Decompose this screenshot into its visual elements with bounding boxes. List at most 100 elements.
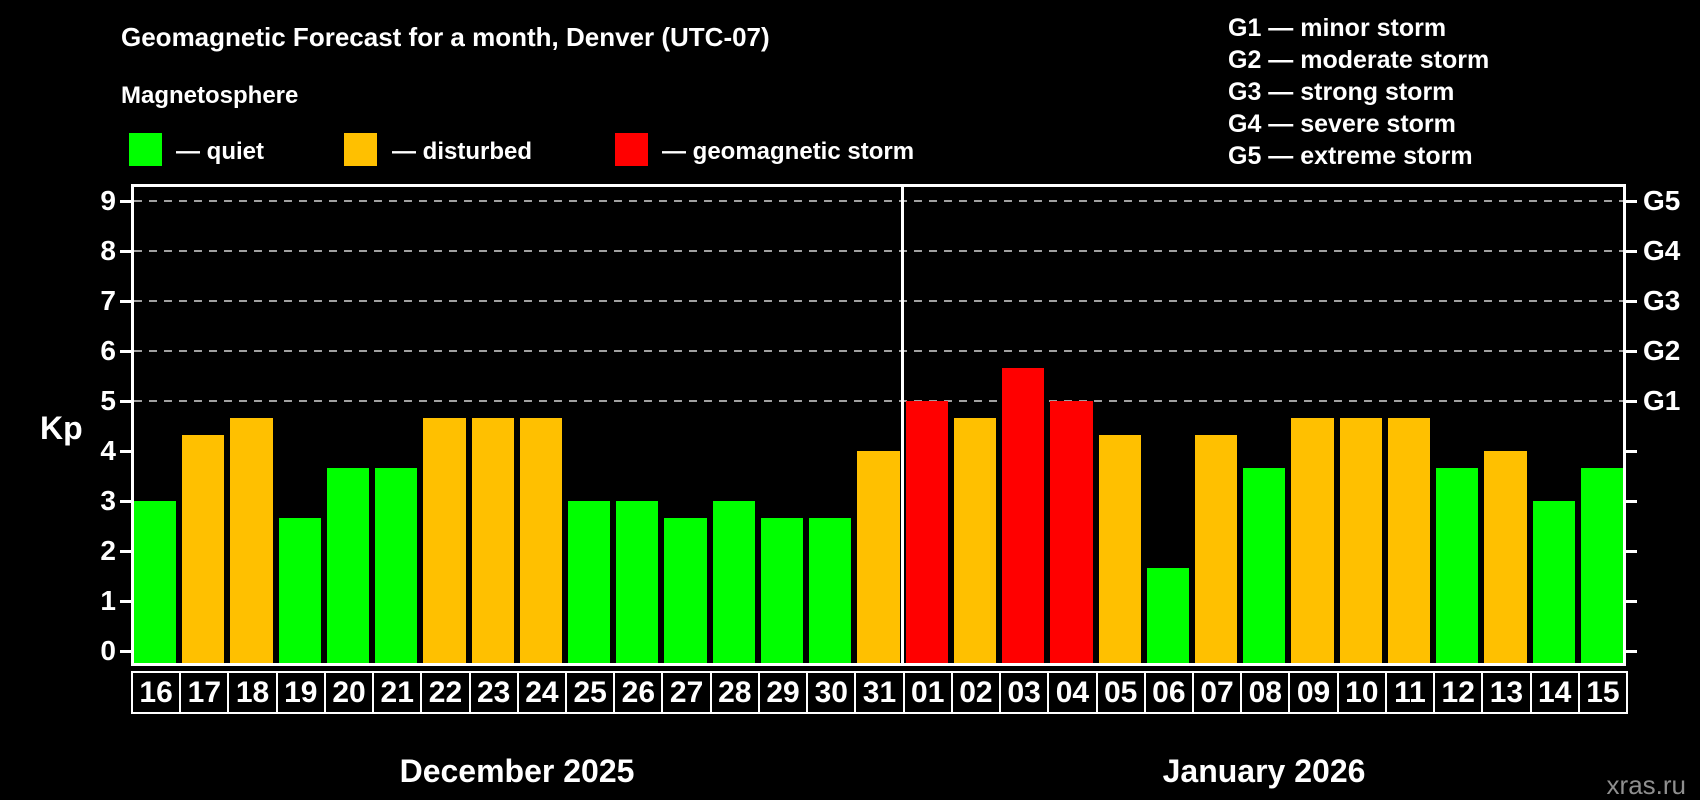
day-label-cell-01: 01 (902, 671, 953, 714)
g-level-label-g2: G2 (1643, 335, 1681, 366)
y-tick-label-5: 5 (100, 385, 116, 416)
day-label-cell-03: 03 (999, 671, 1050, 714)
g-scale-legend: G1 — minor storm G2 — moderate storm G3 … (1228, 12, 1489, 172)
kp-bar-day-31 (857, 451, 900, 663)
day-label-cell-15: 15 (1577, 671, 1628, 714)
g5-legend-line: G5 — extreme storm (1228, 142, 1473, 170)
disturbed-legend-swatch (344, 133, 377, 166)
left-axis-tick-3 (120, 500, 131, 503)
right-axis-tick-5 (1626, 400, 1637, 403)
kp-bar-day-21 (375, 467, 418, 663)
day-label-cell-14: 14 (1529, 671, 1580, 714)
y-tick-label-9: 9 (100, 185, 116, 216)
left-axis-tick-1 (120, 600, 131, 603)
watermark: xras.ru (1606, 770, 1686, 800)
y-tick-label-1: 1 (100, 585, 116, 616)
plot-area (131, 184, 1626, 666)
day-label-cell-05: 05 (1095, 671, 1146, 714)
month-label-january: January 2026 (1162, 753, 1366, 789)
day-label-cell-13: 13 (1481, 671, 1532, 714)
kp-bar-day-25 (568, 501, 611, 663)
g4-legend-line: G4 — severe storm (1228, 110, 1456, 138)
day-label-cell-04: 04 (1047, 671, 1098, 714)
g3-legend-line: G3 — strong storm (1228, 78, 1455, 106)
g-level-label-g3: G3 (1643, 285, 1681, 316)
kp-bar-day-19 (278, 517, 321, 663)
kp-bar-day-11 (1387, 417, 1431, 663)
day-label-cell-24: 24 (516, 671, 568, 714)
kp-bar-day-28 (712, 501, 755, 663)
kp-bar-day-23 (471, 417, 514, 663)
kp-bar-day-13 (1484, 451, 1527, 663)
right-axis-tick-4 (1626, 450, 1637, 453)
g1-legend-line: G1 — minor storm (1228, 14, 1447, 42)
day-label-cell-18: 18 (227, 671, 278, 714)
day-label-cell-27: 27 (661, 671, 712, 714)
kp-bar-day-27 (664, 517, 707, 663)
grid-line-g5 (134, 200, 1623, 202)
right-axis-tick-9 (1626, 200, 1637, 203)
left-axis-tick-7 (120, 300, 131, 303)
day-label-cell-08: 08 (1240, 671, 1291, 714)
left-axis-tick-5 (120, 400, 131, 403)
day-label-cell-17: 17 (179, 671, 230, 714)
g-level-label-g1: G1 (1643, 385, 1681, 416)
day-label-cell-11: 11 (1384, 671, 1436, 714)
quiet-legend-label: — quiet (176, 138, 264, 165)
month-separator-line (901, 187, 905, 663)
kp-bar-day-07 (1194, 434, 1238, 663)
y-tick-label-8: 8 (100, 235, 116, 266)
disturbed-legend-label: — disturbed (392, 138, 533, 165)
g2-legend-line: G2 — moderate storm (1228, 46, 1490, 74)
y-tick-label-2: 2 (100, 535, 116, 566)
kp-bar-day-04 (1050, 401, 1093, 663)
day-label-cell-16: 16 (131, 671, 182, 714)
day-label-cell-19: 19 (275, 671, 326, 714)
kp-bar-day-03 (1002, 367, 1045, 663)
kp-bar-day-22 (423, 417, 466, 663)
grid-line-g4 (134, 250, 1623, 252)
storm-legend-swatch (615, 133, 648, 166)
left-axis-tick-6 (120, 350, 131, 353)
kp-bar-day-12 (1436, 467, 1479, 663)
left-axis-tick-0 (120, 650, 131, 653)
day-label-cell-25: 25 (565, 671, 616, 714)
day-label-cell-29: 29 (757, 671, 809, 714)
y-tick-label-6: 6 (100, 335, 116, 366)
day-label-cell-09: 09 (1288, 671, 1339, 714)
grid-line-g1 (134, 400, 1623, 402)
day-label-cell-20: 20 (323, 671, 375, 714)
right-axis-tick-6 (1626, 350, 1637, 353)
right-axis-tick-1 (1626, 600, 1637, 603)
page-title: Geomagnetic Forecast for a month, Denver… (121, 22, 770, 52)
day-label-cell-02: 02 (950, 671, 1002, 714)
storm-legend-label: — geomagnetic storm (662, 138, 915, 165)
day-label-cell-21: 21 (372, 671, 423, 714)
y-tick-label-7: 7 (100, 285, 116, 316)
kp-bar-day-30 (809, 517, 852, 663)
g-level-label-g5: G5 (1643, 185, 1681, 216)
day-label-cell-30: 30 (806, 671, 857, 714)
day-label-cell-26: 26 (613, 671, 664, 714)
kp-axis-title: Kp (40, 410, 83, 446)
kp-bar-day-10 (1339, 417, 1382, 663)
y-tick-label-3: 3 (100, 485, 116, 516)
right-axis-tick-8 (1626, 250, 1637, 253)
left-axis-tick-4 (120, 450, 131, 453)
kp-bar-day-02 (953, 417, 997, 663)
kp-bar-day-29 (760, 517, 804, 663)
left-axis-tick-2 (120, 550, 131, 553)
day-label-cell-22: 22 (420, 671, 471, 714)
kp-bar-day-01 (905, 401, 948, 663)
kp-bar-day-17 (182, 434, 225, 663)
kp-bar-day-15 (1580, 467, 1623, 663)
y-tick-label-0: 0 (100, 635, 116, 666)
right-axis-tick-7 (1626, 300, 1637, 303)
grid-line-g2 (134, 350, 1623, 352)
kp-bar-day-16 (134, 501, 177, 663)
kp-bar-day-08 (1243, 467, 1286, 663)
day-label-cell-23: 23 (468, 671, 519, 714)
grid-line-g3 (134, 300, 1623, 302)
